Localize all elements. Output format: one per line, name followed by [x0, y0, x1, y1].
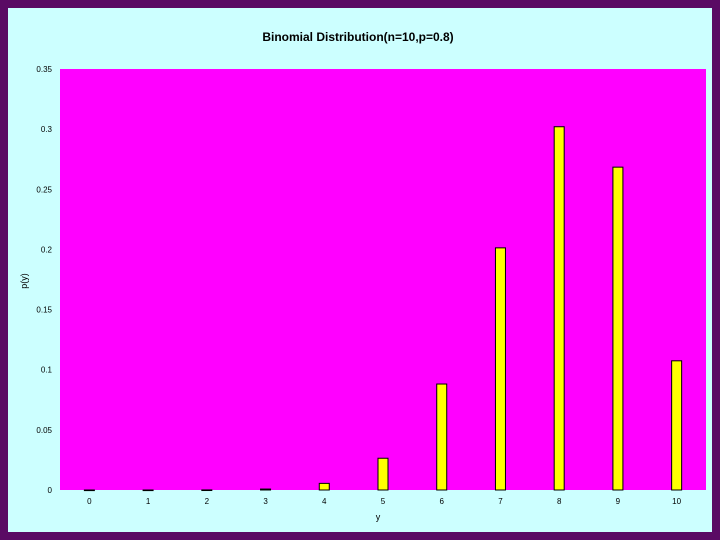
- chart-frame: Binomial Distribution(n=10,p=0.8) 0 0.05 0…: [8, 8, 712, 532]
- x-tick-label: 3: [263, 497, 268, 506]
- bars-group: [83, 126, 683, 492]
- x-tick-label: 5: [381, 497, 386, 506]
- bar-y-1: [142, 489, 154, 492]
- x-tick-label: 0: [87, 497, 92, 506]
- x-tick-label: 6: [440, 497, 445, 506]
- plot-area: [60, 69, 706, 490]
- x-tick-label: 2: [205, 497, 210, 506]
- y-tick-label: 0.05: [36, 426, 52, 435]
- y-tick-label: 0.2: [41, 245, 53, 254]
- y-tick-label: 0: [48, 486, 53, 495]
- y-tick-label: 0.15: [36, 306, 52, 315]
- bar-y-2: [201, 489, 213, 492]
- x-axis-label: y: [376, 512, 381, 522]
- x-tick-label: 4: [322, 497, 327, 506]
- x-tick-label: 10: [672, 497, 681, 506]
- x-tick-label: 7: [498, 497, 503, 506]
- y-tick-label: 0.3: [41, 125, 53, 134]
- chart-title: Binomial Distribution(n=10,p=0.8): [262, 30, 453, 44]
- bar-y-8: [553, 126, 565, 491]
- bar-y-0: [83, 489, 95, 492]
- bar-y-7: [494, 247, 506, 491]
- bar-y-4: [318, 482, 330, 491]
- bar-y-3: [260, 488, 272, 491]
- y-tick-label: 0.1: [41, 366, 53, 375]
- bar-y-6: [436, 383, 448, 491]
- x-axis-ticks: 0 1 2 3 4 5 6 7 8 9 10: [87, 497, 681, 506]
- bar-y-10: [671, 360, 683, 491]
- x-tick-label: 9: [616, 497, 621, 506]
- y-axis-label: p(y): [19, 273, 29, 289]
- bar-y-5: [377, 457, 389, 491]
- y-tick-label: 0.35: [36, 65, 52, 74]
- y-axis-ticks: 0 0.05 0.1 0.15 0.2 0.25 0.3 0.35: [36, 65, 52, 495]
- y-tick-label: 0.25: [36, 185, 52, 194]
- bar-y-9: [612, 166, 624, 491]
- x-tick-label: 8: [557, 497, 562, 506]
- chart-svg: Binomial Distribution(n=10,p=0.8) 00.050…: [19, 30, 706, 522]
- x-tick-label: 1: [146, 497, 151, 506]
